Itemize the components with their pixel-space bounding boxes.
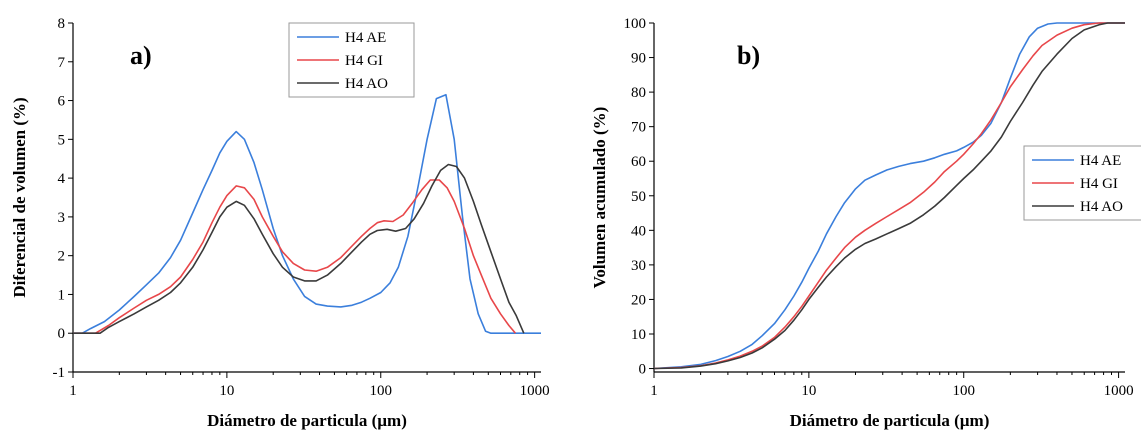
- legend-label: H4 GI: [1080, 176, 1118, 192]
- y-tick-label: 4: [58, 171, 66, 187]
- y-tick-label: 50: [631, 189, 646, 205]
- x-tick-label: 1: [69, 383, 77, 399]
- y-tick-label: 6: [58, 94, 66, 110]
- x-tick-label: 1000: [1104, 383, 1134, 399]
- legend-label: H4 GI: [345, 53, 383, 69]
- series-line-h4-gi: [73, 179, 517, 334]
- y-tick-label: 5: [58, 132, 66, 148]
- y-tick-label: -1: [53, 365, 66, 381]
- legend-label: H4 AE: [1080, 153, 1121, 169]
- series-line-h4-ae: [73, 93, 541, 334]
- y-tick-label: 60: [631, 154, 646, 170]
- panel-label: a): [130, 41, 152, 70]
- x-tick-label: 100: [370, 383, 393, 399]
- series-line-h4-ao: [73, 163, 525, 334]
- panel-label: b): [737, 41, 760, 70]
- series-line-h4-ao: [653, 22, 1125, 370]
- series-line-h4-ae: [653, 22, 1125, 370]
- x-tick-label: 10: [801, 383, 816, 399]
- y-tick-label: 3: [58, 210, 66, 226]
- legend-label: H4 AO: [1080, 199, 1123, 215]
- y-axis-title: Diferencial de volumen (%): [10, 97, 29, 297]
- legend-label: H4 AO: [345, 76, 388, 92]
- x-axis-title: Diámetro de particula (µm): [790, 411, 990, 430]
- y-tick-label: 70: [631, 120, 646, 136]
- y-tick-label: 30: [631, 258, 646, 274]
- y-tick-label: 7: [58, 55, 66, 71]
- x-tick-label: 100: [952, 383, 975, 399]
- y-tick-label: 40: [631, 223, 646, 239]
- y-tick-label: 8: [58, 16, 66, 32]
- legend-label: H4 AE: [345, 30, 386, 46]
- y-tick-label: 80: [631, 85, 646, 101]
- y-tick-label: 90: [631, 51, 646, 67]
- y-tick-label: 2: [58, 249, 66, 265]
- x-axis-title: Diámetro de particula (µm): [207, 411, 407, 430]
- x-tick-label: 10: [219, 383, 234, 399]
- x-tick-label: 1: [650, 383, 658, 399]
- y-tick-label: 1: [58, 287, 66, 303]
- x-tick-label: 1000: [520, 383, 550, 399]
- legend: H4 AE H4 GI H4 AO: [1023, 145, 1141, 221]
- y-tick-label: 10: [631, 327, 646, 343]
- y-axis-title: Volumen acumulado (%): [590, 107, 609, 289]
- y-tick-label: 100: [624, 16, 647, 32]
- series-line-h4-gi: [653, 22, 1125, 370]
- y-tick-label: 20: [631, 292, 646, 308]
- y-tick-label: 0: [639, 362, 647, 378]
- y-tick-label: 0: [58, 326, 66, 342]
- legend-box: [288, 22, 415, 98]
- chart-panel-a: Diferencial de volumen (%) Diámetro de p…: [10, 16, 550, 430]
- chart-panel-b: Volumen acumulado (%) Diámetro de partic…: [590, 16, 1141, 430]
- legend: H4 AE H4 GI H4 AO: [288, 22, 415, 98]
